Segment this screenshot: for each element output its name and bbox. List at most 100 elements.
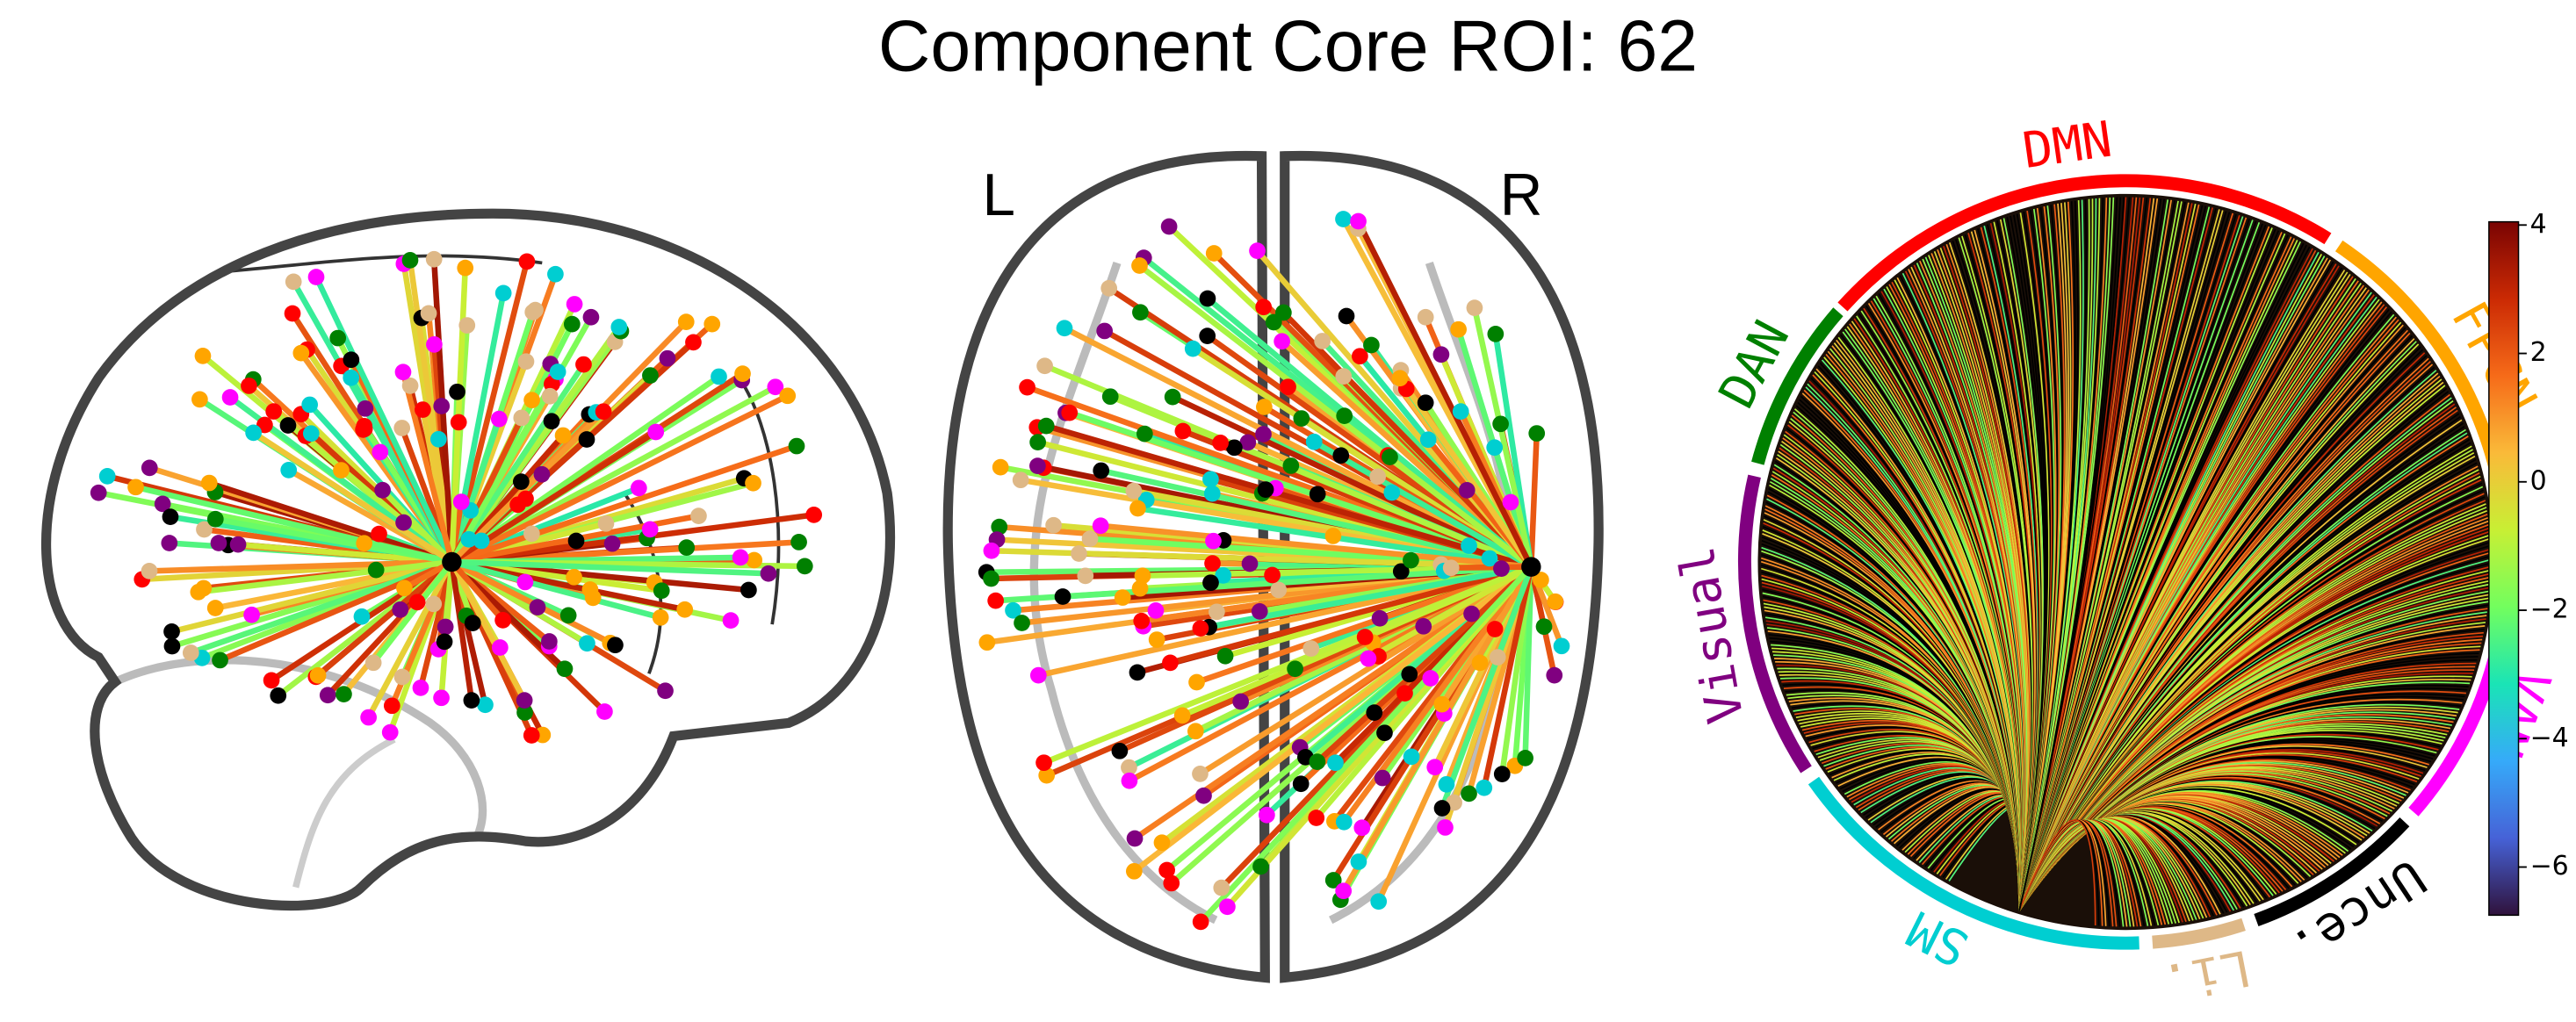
roi-node	[529, 599, 546, 616]
network-arc	[1808, 776, 2139, 950]
roi-node	[711, 368, 727, 385]
roi-node	[191, 391, 208, 408]
roi-node	[740, 581, 757, 599]
roi-node	[657, 682, 674, 700]
roi-node	[517, 490, 534, 507]
roi-node	[805, 507, 823, 523]
roi-node	[790, 534, 807, 551]
roi-node	[575, 356, 592, 373]
roi-node	[517, 353, 535, 371]
roi-node	[1437, 819, 1454, 836]
roi-node	[492, 639, 509, 656]
roi-node	[1029, 666, 1047, 684]
roi-node	[1077, 567, 1094, 585]
roi-node	[746, 551, 763, 569]
node-layer	[978, 211, 1570, 931]
roi-node	[285, 273, 302, 291]
roi-node	[1121, 772, 1138, 789]
connection	[1198, 564, 1533, 777]
roi-node	[1133, 612, 1151, 630]
roi-node	[210, 535, 227, 551]
roi-node	[745, 474, 761, 492]
connection	[1100, 467, 1533, 570]
roi-node	[206, 510, 224, 528]
roi-node	[360, 709, 377, 726]
roi-node	[722, 612, 740, 630]
roi-node	[1081, 530, 1099, 547]
connection	[1045, 422, 1533, 570]
roi-node	[263, 672, 280, 689]
colorbar-gradient	[2488, 220, 2520, 917]
roi-node	[457, 259, 474, 277]
roi-node	[182, 644, 199, 661]
roi-node	[1426, 759, 1444, 776]
roi-node	[767, 378, 784, 396]
roi-node	[760, 565, 777, 582]
connection	[1312, 439, 1533, 570]
roi-node	[1369, 468, 1387, 486]
connection	[1043, 564, 1533, 766]
roi-node	[653, 582, 670, 600]
roi-node	[1274, 333, 1290, 350]
roi-node	[1305, 433, 1323, 450]
roi-node	[1121, 759, 1137, 776]
roi-node	[987, 592, 1005, 609]
roi-node	[1335, 211, 1352, 227]
roi-node	[200, 474, 218, 492]
roi-node	[425, 595, 443, 613]
roi-node	[1136, 425, 1153, 443]
roi-node	[393, 420, 411, 436]
roi-node	[1282, 457, 1300, 474]
connection	[449, 418, 502, 564]
colorbar-tick-label: −4	[2530, 723, 2569, 753]
roi-node	[1219, 898, 1236, 916]
roi-node	[516, 704, 533, 721]
roi-node	[367, 561, 385, 579]
roi-node	[1370, 893, 1388, 910]
connection	[1522, 566, 1534, 759]
roi-node	[1382, 449, 1398, 465]
roi-node	[1432, 346, 1450, 363]
roi-node	[704, 315, 721, 333]
roi-node	[1216, 647, 1234, 665]
roi-node	[1403, 551, 1419, 569]
roi-node	[1458, 481, 1476, 499]
roi-node	[1332, 447, 1350, 464]
roi-node	[415, 401, 431, 418]
connection	[1528, 433, 1540, 567]
roi-node	[1438, 775, 1455, 793]
roi-node	[1045, 516, 1062, 534]
roi-node	[516, 692, 533, 709]
core-roi	[442, 551, 462, 572]
connection	[1481, 565, 1534, 788]
connection	[1367, 564, 1533, 661]
roi-node	[1417, 394, 1434, 412]
connection	[190, 558, 453, 656]
roi-node	[1153, 834, 1171, 852]
roi-node	[1036, 357, 1053, 375]
hemisphere-label: L	[983, 162, 1015, 228]
roi-node	[1486, 439, 1504, 457]
roi-node	[1037, 417, 1055, 435]
roi-node	[1232, 693, 1250, 710]
connection	[1471, 306, 1534, 568]
roi-node	[450, 414, 467, 431]
roi-node	[1252, 858, 1269, 875]
roi-node	[1353, 819, 1371, 837]
connection	[208, 479, 453, 565]
roi-node	[1173, 707, 1191, 724]
roi-node	[1256, 399, 1273, 415]
roi-node	[983, 542, 1000, 559]
roi-node	[190, 583, 207, 601]
roi-node	[652, 608, 669, 626]
roi-node	[607, 637, 624, 654]
roi-node	[1213, 879, 1230, 896]
roi-node	[1203, 485, 1221, 502]
roi-node	[595, 403, 612, 421]
roi-node	[647, 423, 665, 441]
roi-node	[329, 329, 347, 347]
roi-node	[319, 687, 336, 704]
roi-node	[1383, 484, 1401, 501]
roi-node	[1547, 593, 1564, 610]
